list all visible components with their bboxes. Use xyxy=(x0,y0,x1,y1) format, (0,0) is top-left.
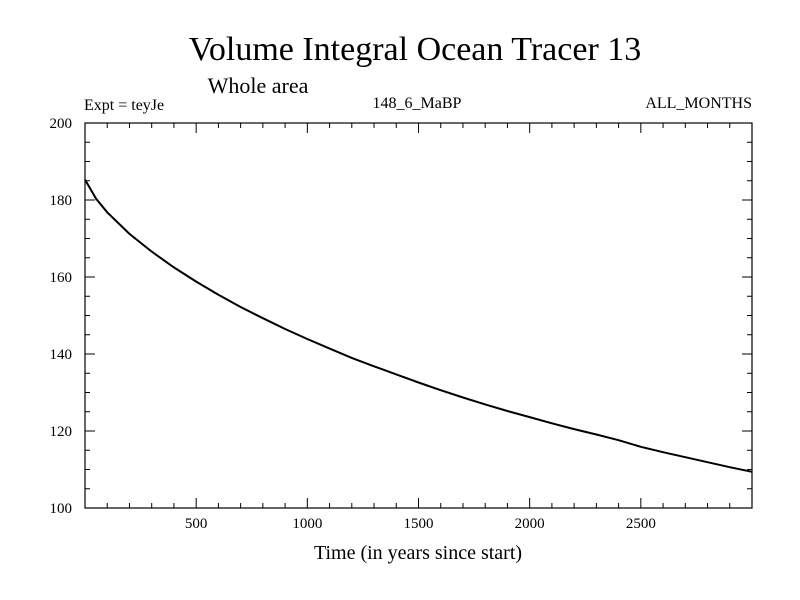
x-tick-label: 1500 xyxy=(404,516,434,532)
x-tick-label: 2500 xyxy=(626,516,656,532)
experiment-label: Expt = teyJe xyxy=(84,97,164,114)
y-tick-label: 160 xyxy=(50,270,73,286)
run-label: 148_6_MaBP xyxy=(373,95,462,112)
y-tick-label: 180 xyxy=(50,193,73,209)
x-tick-label: 2000 xyxy=(515,516,545,532)
plot-area: 500 1000 1500 2000 2500 100 120 140 160 180 200 xyxy=(50,116,753,532)
series-line xyxy=(84,179,753,473)
y-tick-label: 200 xyxy=(50,116,73,132)
y-tick-label: 140 xyxy=(50,347,73,363)
chart-title: Volume Integral Ocean Tracer 13 xyxy=(189,31,642,68)
x-tick-label: 1000 xyxy=(292,516,322,532)
months-label: ALL_MONTHS xyxy=(645,95,752,112)
y-tick-label: 120 xyxy=(50,424,73,440)
y-tick-label: 100 xyxy=(50,501,73,517)
x-axis-label: Time (in years since start) xyxy=(314,542,522,564)
x-tick-label: 500 xyxy=(185,516,208,532)
chart-subtitle: Whole area xyxy=(208,73,309,98)
